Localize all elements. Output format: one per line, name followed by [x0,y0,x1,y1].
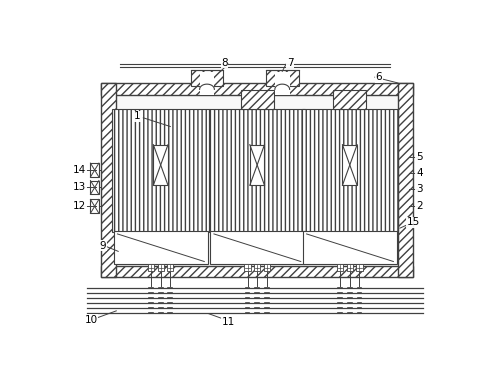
Text: 15: 15 [407,217,420,227]
Bar [254,264,260,271]
Bar [157,264,164,271]
Bar [302,109,398,233]
Bar [250,145,264,185]
Text: 10: 10 [85,314,98,325]
Bar [101,83,117,277]
Bar [266,70,299,86]
Bar [275,72,290,95]
Bar [347,264,353,271]
Text: 6: 6 [375,72,382,82]
Bar [153,145,168,185]
Bar [191,70,224,86]
Bar [91,163,99,177]
Bar [101,266,413,277]
Text: 12: 12 [73,201,86,211]
Text: 8: 8 [221,58,228,67]
Bar [200,72,214,95]
Bar [264,264,270,271]
Text: 14: 14 [73,165,86,175]
Text: 4: 4 [416,168,423,178]
Bar [303,231,397,264]
Bar [241,90,273,109]
Bar [101,83,413,95]
Bar [117,95,398,266]
Bar [210,231,305,264]
Text: 2: 2 [416,201,423,211]
Text: 7: 7 [287,58,293,67]
Bar [337,264,343,271]
Bar [343,145,357,185]
Bar [333,90,366,109]
Bar [114,231,208,264]
Bar [113,109,209,233]
Text: 9: 9 [100,241,106,251]
Text: 3: 3 [416,184,423,194]
Text: 5: 5 [416,152,423,162]
Text: 1: 1 [134,111,141,121]
Bar [91,181,99,195]
Text: 13: 13 [73,182,86,193]
Bar [245,264,250,271]
Bar [209,109,305,233]
Bar [357,264,363,271]
Bar [91,199,99,213]
Bar [398,83,413,277]
Text: 11: 11 [222,317,235,326]
Bar [167,264,173,271]
Bar [148,264,154,271]
